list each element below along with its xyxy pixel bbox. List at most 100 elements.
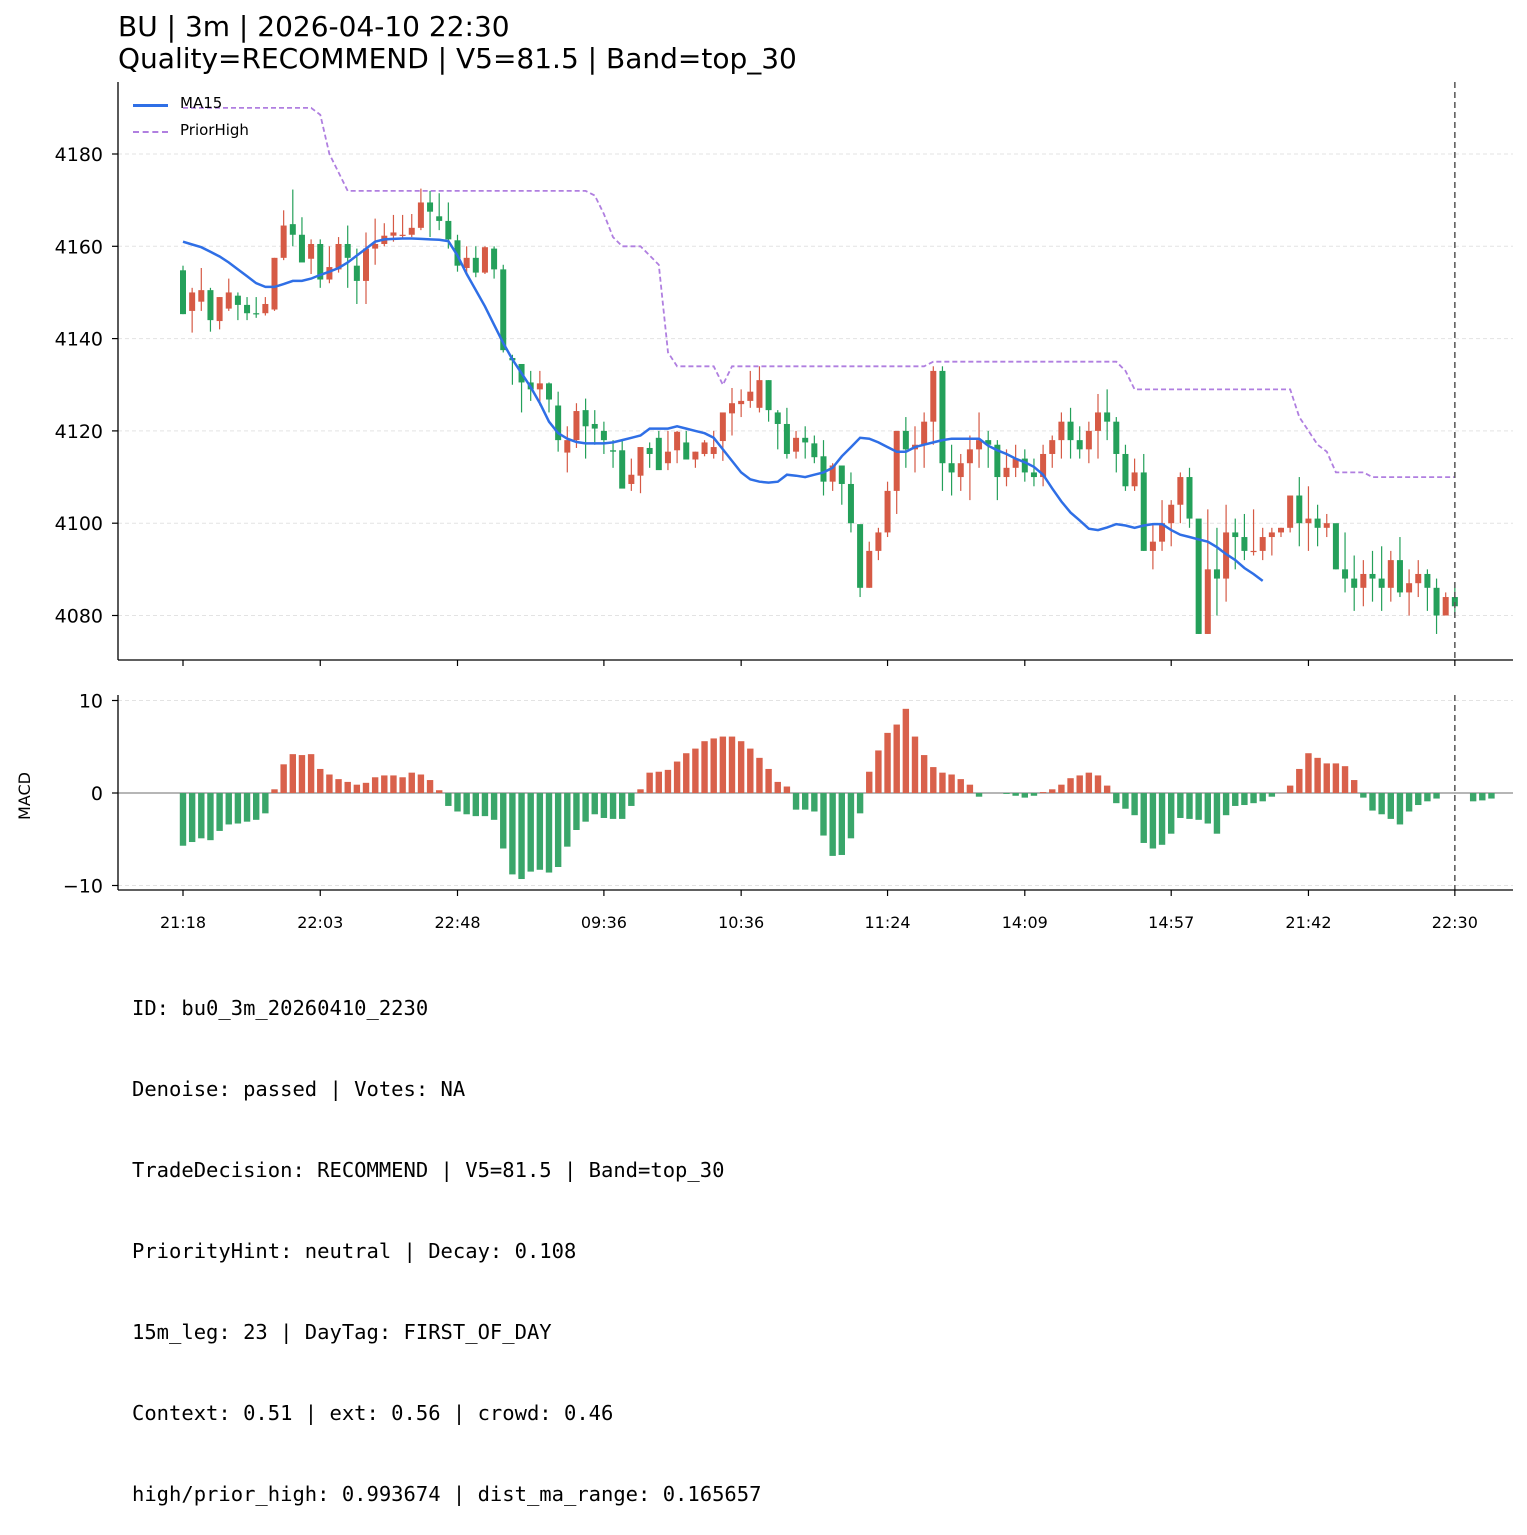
info-panel: ID: bu0_3m_20260410_2230 Denoise: passed… [132,941,761,1535]
macd-bar [518,793,525,880]
candle-body [1030,472,1037,478]
macd-bar [911,736,919,793]
candle-body [1021,458,1028,473]
macd-bar [179,793,187,846]
macd-bar [1012,793,1019,796]
candle-body [1085,430,1092,450]
macd-bar [1479,793,1486,801]
macd-bar [1469,793,1477,802]
macd-bar [1140,793,1147,843]
candle-body [1113,421,1120,454]
info-line-context: Context: 0.51 | ext: 0.56 | crowd: 0.46 [132,1401,614,1425]
candle-body [436,216,443,221]
candle-body [719,412,726,442]
price-y-tick-label: 4120 [55,421,103,443]
macd-bar [673,761,681,793]
info-line-denoise: Denoise: passed | Votes: NA [132,1077,466,1101]
macd-bar [1323,763,1330,793]
candle-body [207,290,214,321]
candle-body [875,532,882,551]
macd-bar [1131,793,1138,816]
candle-body [1140,472,1147,551]
candle-body [280,225,287,258]
macd-bar [317,768,324,793]
candle-body [1159,523,1166,542]
candle-body [902,430,909,450]
macd-bar [426,780,434,793]
macd-bar [1286,785,1294,793]
macd-bar [1433,793,1440,799]
candle-body [619,450,626,489]
macd-bar [271,789,278,793]
candle-body [481,247,488,273]
macd-bar [198,793,205,839]
candle-body [417,202,424,228]
macd-bar [628,793,635,806]
macd-bar [371,777,379,793]
macd-bar [536,793,544,870]
candle-body [1323,523,1330,528]
macd-bar [948,774,955,793]
macd-bar [188,793,196,843]
candle-body [546,383,552,400]
macd-bar [564,793,571,847]
macd-bar [1360,793,1367,798]
macd-bar [683,753,690,793]
candle-body [308,243,315,259]
macd-bar [234,793,242,824]
macd-bar [1058,784,1065,793]
candle-body [610,450,617,452]
macd-bar [856,793,864,814]
macd-bar [893,724,900,793]
macd-bar [701,741,708,793]
macd-bar [1415,793,1422,806]
macd-bar [1168,793,1175,834]
macd-bar [1076,775,1083,793]
macd-bar [545,793,553,873]
macd-bar [719,736,727,793]
macd-y-tick-labels: −10 0 10 [63,691,103,898]
price-gridlines [118,153,1513,616]
candle-body [738,400,745,405]
candle-body [1250,550,1257,553]
candle-body [353,265,360,281]
candle-body [811,443,818,458]
macd-bar [1067,778,1074,793]
candle-body [1012,458,1019,468]
macd-bar [783,786,791,793]
x-tick-label: 09:36 [581,913,627,932]
macd-bar [326,774,333,793]
macd-bar [243,793,251,822]
candle-body [1232,532,1239,538]
candle-body [948,463,955,473]
macd-bar [609,793,617,819]
candle-body [829,465,836,482]
candle-body [491,248,498,270]
x-tick-label: 10:36 [718,913,764,932]
macd-bar [1085,772,1093,793]
macd-bar [737,741,745,793]
legend-swatch-priorhigh [133,131,168,133]
macd-bar [637,789,644,793]
macd-bar [1250,793,1257,804]
macd-bar [820,793,827,836]
candle-body [783,423,790,454]
candle-body [1067,421,1074,441]
candle-body [994,444,1001,478]
macd-bar [692,748,699,793]
x-tick-label: 21:18 [160,913,206,932]
candle-body [399,234,406,236]
macd-bar [930,767,937,793]
macd-bar [1003,793,1010,794]
candle-body [1168,504,1175,524]
macd-bar [619,793,626,819]
candle-body [1451,597,1458,607]
candle-body [1104,412,1111,422]
macd-bar [664,769,672,793]
candle-body [363,248,369,281]
candle-body [1003,467,1010,478]
candle-body [838,465,845,484]
macd-bar [344,781,351,793]
macd-bar [1222,793,1230,816]
candle-body [1433,587,1440,616]
